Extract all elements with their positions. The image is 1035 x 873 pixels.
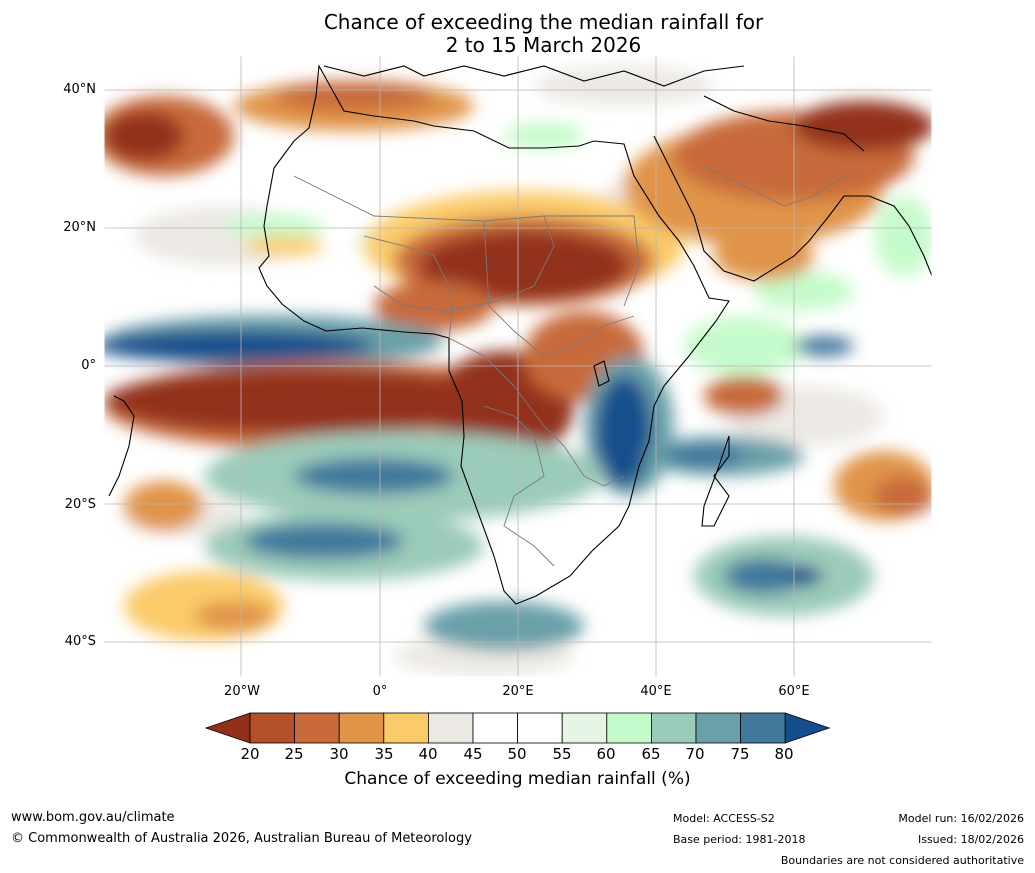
colorbar-swatch	[338, 712, 385, 744]
base-period: Base period: 1981-2018	[673, 833, 806, 846]
lon-label-60e: 60°E	[778, 684, 810, 699]
lon-label-20w: 20°W	[224, 684, 260, 699]
country-boundaries	[293, 165, 845, 567]
colorbar-tick-20: 20	[240, 745, 260, 763]
colorbar-swatch	[472, 712, 518, 744]
website-link[interactable]: www.bom.gov.au/climate	[11, 810, 175, 825]
rainfall-probability-map	[104, 56, 932, 677]
colorbar-swatch	[650, 712, 697, 744]
colorbar-swatch	[606, 712, 652, 744]
lat-label-equator: 0°	[81, 358, 96, 373]
boundaries-disclaimer: Boundaries are not considered authoritat…	[780, 854, 1024, 867]
colorbar-tick-55: 55	[552, 745, 572, 763]
lat-label-20s: 20°S	[64, 497, 96, 512]
colorbar-label: Chance of exceeding median rainfall (%)	[344, 769, 691, 789]
colorbar-swatch	[294, 712, 340, 744]
map-title-line-2: 2 to 15 March 2026	[445, 33, 642, 57]
lat-label-40n: 40°N	[63, 82, 96, 97]
colorbar-tick-35: 35	[374, 745, 394, 763]
colorbar-swatch	[740, 712, 786, 744]
lat-label-40s: 40°S	[64, 634, 96, 649]
colorbar-tick-25: 25	[284, 745, 304, 763]
lon-label-20e: 20°E	[502, 684, 534, 699]
lon-label-0: 0°	[372, 684, 388, 699]
map-title-line-1: Chance of exceeding the median rainfall …	[323, 10, 764, 34]
lon-label-40e: 40°E	[640, 684, 672, 699]
colorbar-tick-45: 45	[463, 745, 483, 763]
model-name: Model: ACCESS-S2	[673, 812, 775, 825]
colorbar-swatch	[383, 712, 429, 744]
colorbar-swatch	[561, 712, 608, 744]
lat-label-20n: 20°N	[63, 220, 96, 235]
coastlines	[108, 64, 932, 605]
colorbar	[205, 712, 831, 744]
copyright-text: © Commonwealth of Australia 2026, Austra…	[11, 831, 472, 846]
colorbar-tick-70: 70	[685, 745, 705, 763]
colorbar-tick-40: 40	[418, 745, 438, 763]
colorbar-extend-high	[784, 712, 831, 744]
colorbar-swatch	[695, 712, 741, 744]
colorbar-swatch	[249, 712, 295, 744]
graticule	[104, 56, 932, 677]
model-run-date: Model run: 16/02/2026	[898, 812, 1024, 825]
colorbar-tick-50: 50	[507, 745, 527, 763]
probability-field	[104, 66, 932, 676]
colorbar-tick-60: 60	[596, 745, 616, 763]
colorbar-tick-30: 30	[329, 745, 349, 763]
colorbar-tick-65: 65	[641, 745, 661, 763]
colorbar-swatch	[427, 712, 474, 744]
colorbar-tick-75: 75	[730, 745, 750, 763]
colorbar-swatch	[517, 712, 563, 744]
colorbar-tick-80: 80	[774, 745, 794, 763]
issued-date: Issued: 18/02/2026	[917, 833, 1024, 846]
colorbar-extend-low	[205, 712, 251, 744]
